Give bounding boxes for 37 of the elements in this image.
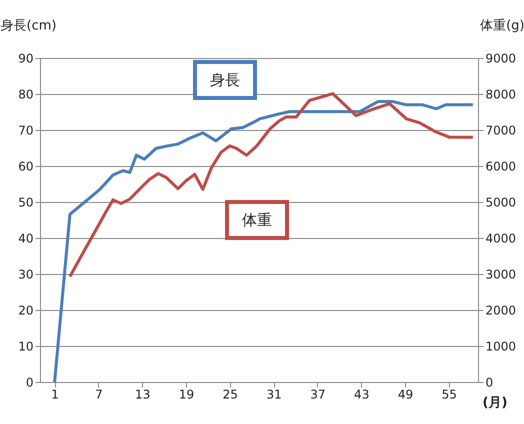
y2-tick-label: 3000	[486, 268, 516, 282]
y-tick-label: 40	[18, 232, 34, 246]
y-tick-label: 50	[18, 196, 34, 210]
y-axis-title: 身長(cm)	[0, 18, 56, 34]
line-series	[68, 92, 474, 278]
x-tick-label: 25	[222, 388, 238, 402]
text: 身長	[210, 71, 240, 89]
y-tick-label: 20	[18, 304, 34, 318]
y-tick-label: 80	[18, 88, 34, 102]
x-tick-label: 49	[398, 388, 414, 402]
y-tick-label: 10	[18, 340, 34, 354]
y-tick-label: 0	[26, 376, 34, 390]
y2-tick-label: 8000	[486, 88, 516, 102]
y-tick-label: 60	[18, 160, 34, 174]
line-series	[53, 100, 474, 384]
text: 体重	[242, 211, 272, 229]
y-tick-label: 90	[18, 52, 34, 66]
y2-tick-label: 9000	[486, 52, 516, 66]
y2-tick-label: 5000	[486, 196, 516, 210]
y2-tick-label: 1000	[486, 340, 516, 354]
x-tick-label: 31	[266, 388, 282, 402]
x-tick-label: 37	[310, 388, 326, 402]
y-tick-label: 70	[18, 124, 34, 138]
y2-tick-label: 7000	[486, 124, 516, 138]
x-tick-label: 13	[135, 388, 150, 402]
y-tick-label: 30	[18, 268, 34, 282]
y2-axis-title: 体重(g)	[480, 18, 524, 34]
x-tick-label: 55	[442, 388, 457, 402]
x-tick-label: 1	[51, 388, 59, 402]
y2-tick-label: 6000	[486, 160, 516, 174]
y2-tick-label: 4000	[486, 232, 516, 246]
y2-tick-label: 2000	[486, 304, 516, 318]
x-tick-label: 19	[178, 388, 194, 402]
x-tick-label: 43	[354, 388, 370, 402]
x-axis-title: (月)	[482, 396, 508, 410]
y2-tick-label: 0	[486, 376, 494, 390]
x-tick-label: 7	[95, 388, 103, 402]
